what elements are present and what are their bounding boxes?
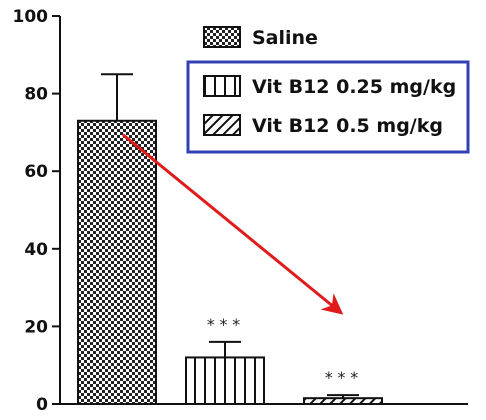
y-tick-label: 80 [24, 85, 48, 105]
significance-label: *** [206, 315, 244, 334]
legend-swatch [203, 75, 241, 97]
legend: Saline Vit B12 0.25 mg/kg Vit B12 0.5 mg/k… [186, 26, 470, 154]
bar-vit-b12-05 [303, 397, 383, 405]
legend-label: Saline [252, 27, 318, 49]
significance-label: *** [324, 368, 362, 387]
legend-label: Vit B12 0.25 mg/kg [252, 76, 456, 98]
legend-swatch [203, 114, 241, 136]
bars-group: *** *** [77, 73, 383, 406]
annotation-arrow [122, 133, 344, 315]
y-tick-label: 60 [24, 162, 48, 182]
y-tick-label: 20 [24, 317, 48, 337]
bar-saline [77, 119, 157, 405]
y-tick-label: 40 [24, 240, 48, 260]
bar-vit-b12-025 [185, 356, 265, 406]
annotations [122, 133, 344, 315]
legend-label: Vit B12 0.5 mg/kg [252, 115, 443, 137]
legend-highlight-box [186, 60, 470, 154]
y-tick-label: 0 [36, 395, 48, 415]
y-tick-label: 100 [13, 7, 49, 27]
legend-swatch [203, 26, 241, 48]
